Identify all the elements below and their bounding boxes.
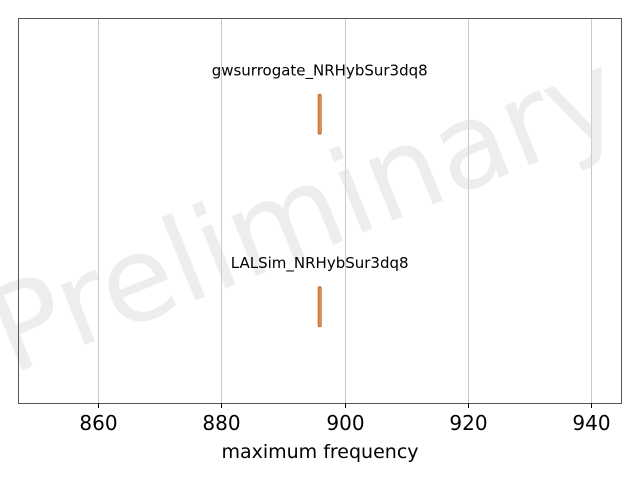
x-tick-label: 940 (572, 411, 610, 435)
grid-lines (98, 18, 592, 403)
x-tick-label: 860 (79, 411, 117, 435)
x-axis-ticks: 860 880 900 920 940 (79, 403, 611, 435)
x-tick-label: 900 (326, 411, 364, 435)
x-tick-label: 880 (202, 411, 240, 435)
watermark: Preliminary (0, 23, 639, 401)
series-layer: gwsurrogate_NRHybSur3dq8 LALSim_NRHybSur3… (212, 61, 428, 328)
x-axis-label: maximum frequency (221, 441, 418, 463)
plot-frame (18, 18, 622, 404)
x-tick-label: 920 (449, 411, 487, 435)
series-label: LALSim_NRHybSur3dq8 (231, 254, 409, 273)
series-label: gwsurrogate_NRHybSur3dq8 (212, 61, 428, 80)
